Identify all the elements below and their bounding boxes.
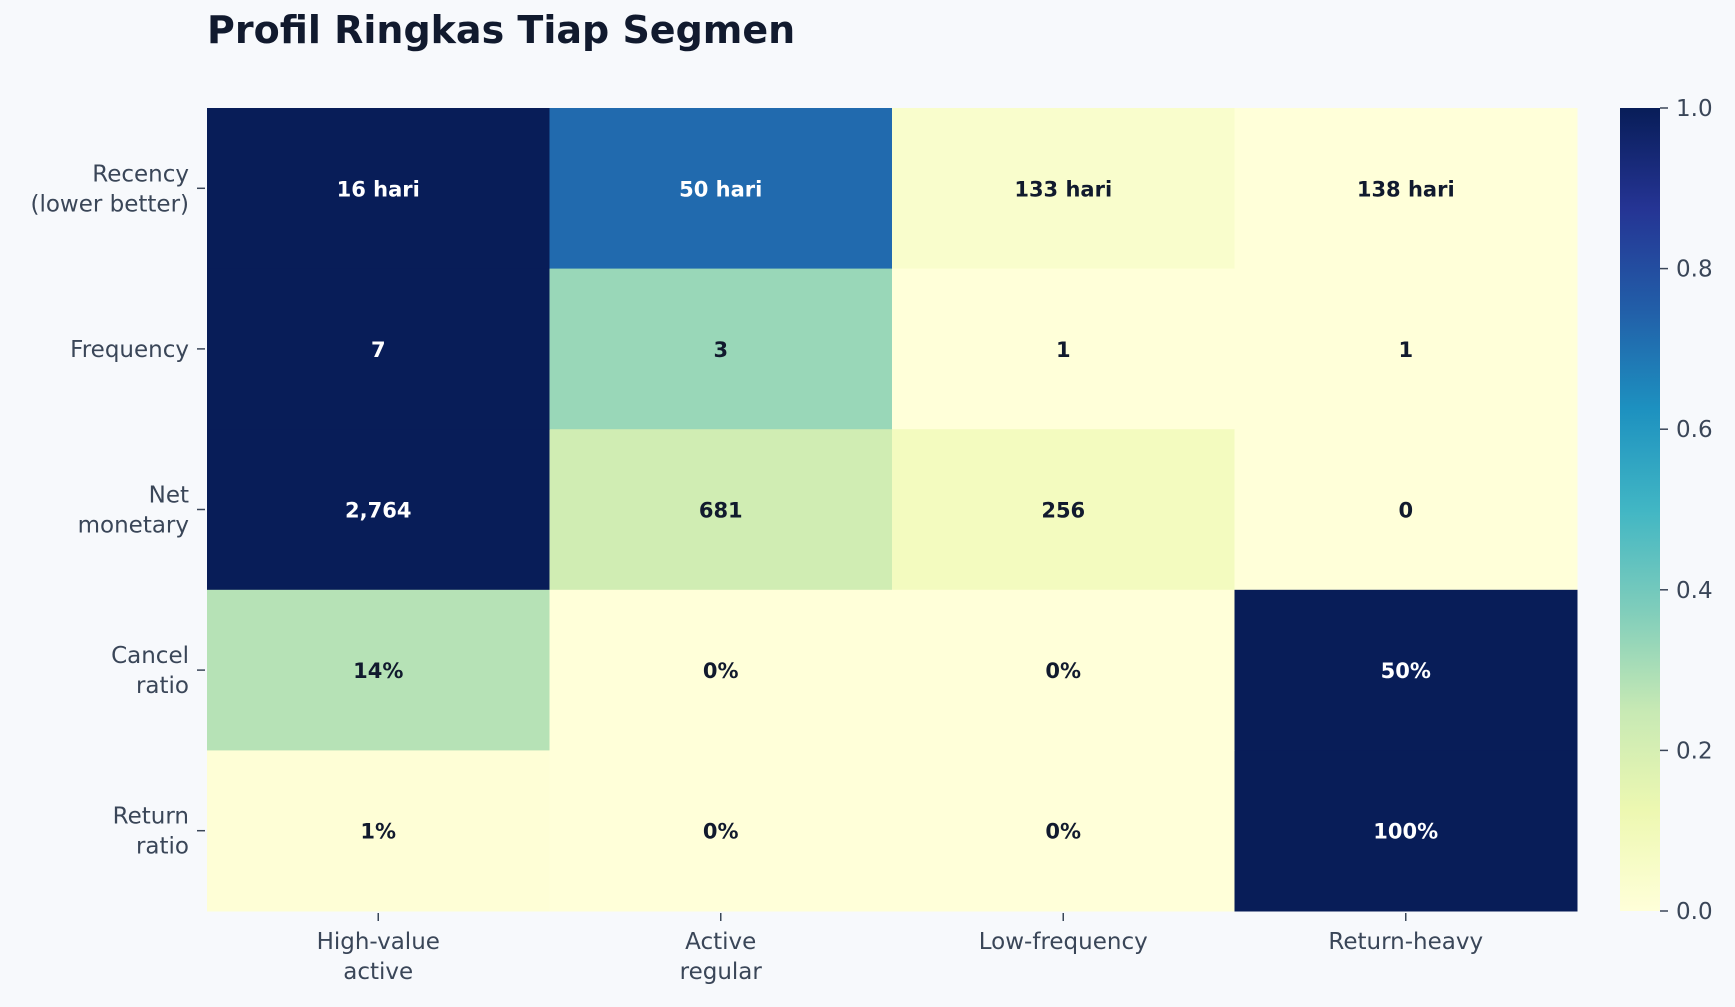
heatmap-cell xyxy=(549,750,893,912)
cell-annotation: 0 xyxy=(1398,499,1413,523)
cell-annotation: 2,764 xyxy=(345,499,411,523)
heatmap-cell xyxy=(207,429,550,591)
y-tick-label: Cancel xyxy=(111,643,189,669)
heatmap-cell xyxy=(892,750,1235,912)
heatmap-cells xyxy=(207,108,1578,912)
y-tick-label: Recency xyxy=(92,161,189,187)
cell-annotation: 0% xyxy=(1045,820,1081,844)
cell-annotation: 7 xyxy=(371,338,386,362)
colorbar-axis: 0.0 0.2 0.4 0.6 0.8 1.0 xyxy=(1660,96,1713,925)
cell-annotation: 681 xyxy=(699,499,743,523)
heatmap-cell xyxy=(207,108,550,270)
x-tick-label: Return-heavy xyxy=(1328,929,1483,955)
cell-annotation: 1 xyxy=(1398,338,1413,362)
heatmap-cell xyxy=(1234,589,1578,751)
heatmap-cell xyxy=(549,429,893,591)
cell-annotation: 0% xyxy=(1045,659,1081,683)
heatmap-cell xyxy=(1234,108,1578,270)
heatmap-cell xyxy=(1234,268,1578,430)
cell-annotation: 133 hari xyxy=(1014,177,1112,201)
cell-annotation: 1% xyxy=(360,820,396,844)
heatmap-cell xyxy=(207,589,550,751)
heatmap-cell-labels: 16 hari 50 hari 133 hari 138 hari 7 3 1 1 2,764 6… xyxy=(337,177,1455,843)
heatmap-cell xyxy=(892,429,1235,591)
chart-title: Profil Ringkas Tiap Segmen xyxy=(207,8,796,52)
colorbar xyxy=(1620,108,1660,911)
heatmap-cell xyxy=(892,589,1235,751)
heatmap-cell xyxy=(549,589,893,751)
colorbar-tick-label: 0.2 xyxy=(1676,738,1713,764)
cell-annotation: 3 xyxy=(713,338,728,362)
cell-annotation: 100% xyxy=(1373,820,1438,844)
cell-annotation: 256 xyxy=(1041,499,1085,523)
cell-annotation: 0% xyxy=(703,820,739,844)
heatmap-cell xyxy=(549,268,893,430)
y-tick-label: Frequency xyxy=(70,337,189,363)
y-tick-label: Return xyxy=(113,804,189,830)
colorbar-tick-label: 0.6 xyxy=(1676,417,1713,443)
colorbar-tick-label: 0.8 xyxy=(1676,257,1713,283)
x-tick-label: High-value xyxy=(317,929,440,955)
cell-annotation: 14% xyxy=(353,659,403,683)
y-tick-label: monetary xyxy=(78,513,189,539)
colorbar-tick-label: 1.0 xyxy=(1676,96,1713,122)
cell-annotation: 138 hari xyxy=(1357,177,1455,201)
heatmap-cell xyxy=(207,268,550,430)
heatmap-cell xyxy=(1234,750,1578,912)
cell-annotation: 50% xyxy=(1381,659,1431,683)
heatmap-cell xyxy=(1234,429,1578,591)
heatmap-cell xyxy=(892,268,1235,430)
y-tick-label: Net xyxy=(149,483,189,509)
x-axis: High-value active Active regular Low-frequen… xyxy=(317,913,1483,985)
y-axis: Recency (lower better) Frequency Net monetar… xyxy=(30,161,205,860)
x-tick-label: Low-frequency xyxy=(979,929,1148,955)
cell-annotation: 16 hari xyxy=(337,177,420,201)
cell-annotation: 0% xyxy=(703,659,739,683)
colorbar-tick-label: 0.0 xyxy=(1676,899,1713,925)
cell-annotation: 50 hari xyxy=(679,177,762,201)
y-tick-label: ratio xyxy=(136,834,189,860)
heatmap-cell xyxy=(207,750,550,912)
x-tick-label: regular xyxy=(680,959,763,985)
colorbar-tick-label: 0.4 xyxy=(1676,578,1713,604)
y-tick-label: (lower better) xyxy=(30,191,189,217)
heatmap-cell xyxy=(549,108,893,270)
x-tick-label: Active xyxy=(685,929,756,955)
cell-annotation: 1 xyxy=(1056,338,1071,362)
x-tick-label: active xyxy=(343,959,413,985)
y-tick-label: ratio xyxy=(136,673,189,699)
heatmap-cell xyxy=(892,108,1235,270)
